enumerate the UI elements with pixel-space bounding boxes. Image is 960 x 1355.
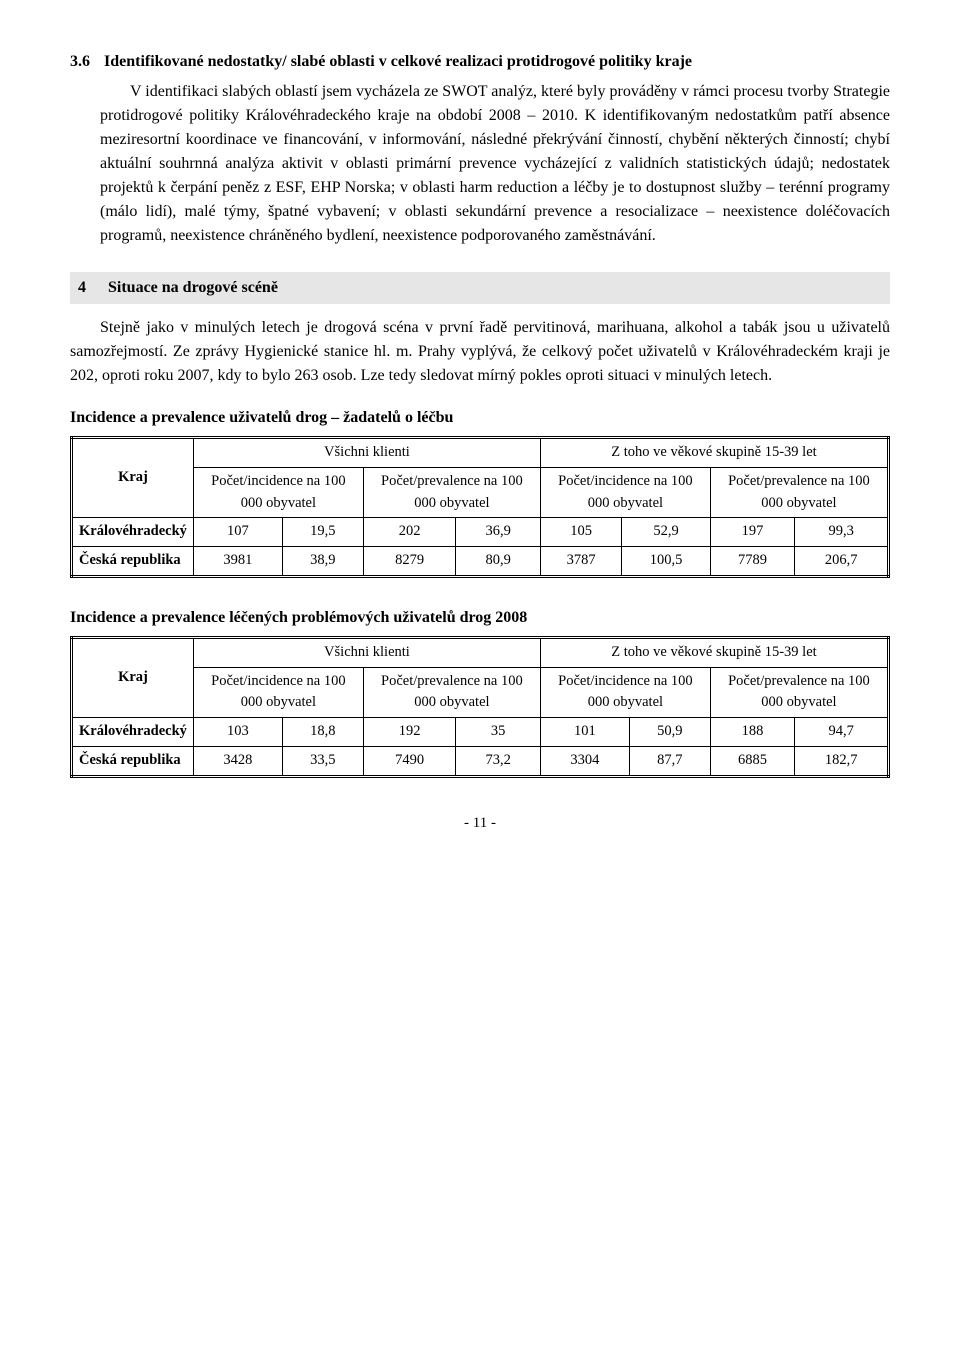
col-all-clients: Všichni klienti (193, 637, 540, 667)
cell: 103 (193, 718, 282, 747)
table-treated-users: Kraj Všichni klienti Z toho ve věkové sk… (70, 636, 890, 778)
cell: 19,5 (282, 518, 363, 547)
cell: 8279 (363, 547, 456, 577)
cell: 94,7 (795, 718, 889, 747)
cell: 3428 (193, 746, 282, 776)
cell: 80,9 (456, 547, 541, 577)
row-label: Královéhradecký (72, 718, 194, 747)
cell: 7490 (363, 746, 456, 776)
cell: 18,8 (282, 718, 363, 747)
cell: 33,5 (282, 746, 363, 776)
page-number: - 11 - (70, 812, 890, 835)
col-kraj: Kraj (72, 438, 194, 518)
cell: 38,9 (282, 547, 363, 577)
cell: 3981 (193, 547, 282, 577)
table1-caption: Incidence a prevalence uživatelů drog – … (70, 406, 890, 430)
cell: 99,3 (795, 518, 889, 547)
col-incidence: Počet/incidence na 100 000 obyvatel (193, 467, 363, 518)
col-incidence: Počet/incidence na 100 000 obyvatel (540, 467, 710, 518)
cell: 3787 (540, 547, 621, 577)
cell: 50,9 (629, 718, 710, 747)
section-4-body: Stejně jako v minulých letech je drogová… (70, 316, 890, 388)
cell: 87,7 (629, 746, 710, 776)
cell: 6885 (710, 746, 794, 776)
section-title: Identifikované nedostatky/ slabé oblasti… (104, 53, 692, 70)
cell: 188 (710, 718, 794, 747)
table-incidence-prevalence: Kraj Všichni klienti Z toho ve věkové sk… (70, 436, 890, 578)
cell: 52,9 (622, 518, 710, 547)
table-row: Česká republika 3428 33,5 7490 73,2 3304… (72, 746, 889, 776)
cell: 202 (363, 518, 456, 547)
section-number: 4 (78, 276, 86, 300)
cell: 3304 (540, 746, 629, 776)
section-title: Situace na drogové scéně (108, 279, 278, 296)
table-row: Královéhradecký 107 19,5 202 36,9 105 52… (72, 518, 889, 547)
col-age-group: Z toho ve věkové skupině 15-39 let (540, 438, 888, 468)
col-age-group: Z toho ve věkové skupině 15-39 let (540, 637, 888, 667)
col-all-clients: Všichni klienti (193, 438, 540, 468)
col-incidence: Počet/incidence na 100 000 obyvatel (193, 667, 363, 718)
col-kraj: Kraj (72, 637, 194, 717)
col-prevalence: Počet/prevalence na 100 000 obyvatel (363, 667, 540, 718)
row-label: Královéhradecký (72, 518, 194, 547)
cell: 101 (540, 718, 629, 747)
cell: 7789 (710, 547, 794, 577)
col-prevalence: Počet/prevalence na 100 000 obyvatel (710, 467, 888, 518)
cell: 107 (193, 518, 282, 547)
section-4-header: 4 Situace na drogové scéně (70, 272, 890, 304)
cell: 192 (363, 718, 456, 747)
table-row: Královéhradecký 103 18,8 192 35 101 50,9… (72, 718, 889, 747)
cell: 197 (710, 518, 794, 547)
cell: 182,7 (795, 746, 889, 776)
section-3-6-body: V identifikaci slabých oblastí jsem vych… (100, 80, 890, 248)
row-label: Česká republika (72, 746, 194, 776)
table2-caption: Incidence a prevalence léčených problémo… (70, 606, 890, 630)
col-prevalence: Počet/prevalence na 100 000 obyvatel (363, 467, 540, 518)
cell: 35 (456, 718, 541, 747)
cell: 105 (540, 518, 621, 547)
cell: 73,2 (456, 746, 541, 776)
cell: 206,7 (795, 547, 889, 577)
table-row: Česká republika 3981 38,9 8279 80,9 3787… (72, 547, 889, 577)
col-incidence: Počet/incidence na 100 000 obyvatel (540, 667, 710, 718)
cell: 36,9 (456, 518, 541, 547)
row-label: Česká republika (72, 547, 194, 577)
cell: 100,5 (622, 547, 710, 577)
col-prevalence: Počet/prevalence na 100 000 obyvatel (710, 667, 888, 718)
section-3-6-header: 3.6 Identifikované nedostatky/ slabé obl… (70, 50, 890, 74)
section-number: 3.6 (70, 50, 90, 74)
